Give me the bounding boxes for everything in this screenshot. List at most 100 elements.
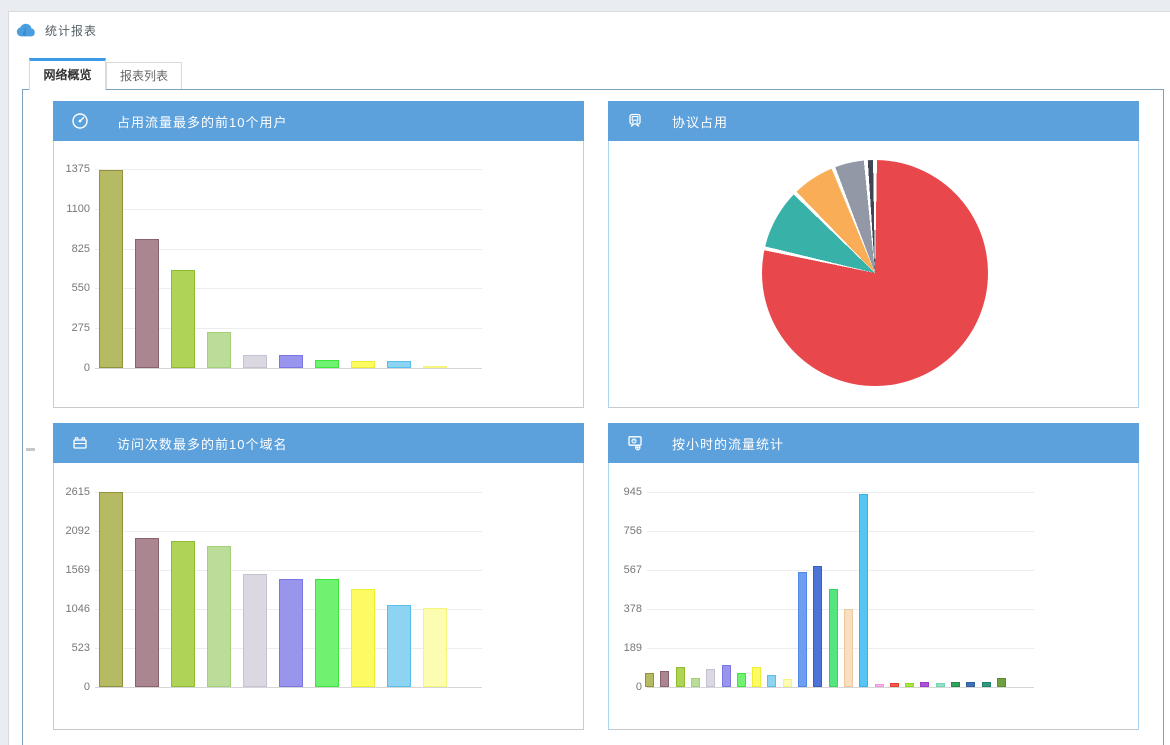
panel-protocol-usage-header: 协议占用 <box>608 101 1139 141</box>
y-tick-label: 523 <box>71 642 90 654</box>
y-tick-label: 1569 <box>65 564 90 576</box>
bar <box>843 609 853 687</box>
gridline <box>647 648 1034 649</box>
y-tick-label: 567 <box>623 564 642 576</box>
bar <box>423 365 447 368</box>
panel-title: 访问次数最多的前10个域名 <box>117 436 288 452</box>
bar <box>767 675 777 687</box>
bar <box>889 682 899 687</box>
gridline <box>647 492 1034 493</box>
panel-hourly-traffic-body: 0 189 378 567 756 945 <box>608 463 1139 730</box>
gridline <box>95 687 482 688</box>
panel-protocol-usage-body <box>608 141 1139 408</box>
panel-hourly-traffic-header: 按小时的流量统计 <box>608 423 1139 463</box>
gridline <box>95 288 482 290</box>
bar <box>207 331 231 368</box>
gridline <box>647 570 1034 571</box>
briefcase-icon <box>73 437 87 449</box>
bar <box>813 566 823 687</box>
bar <box>905 682 915 687</box>
monitor-gear-icon <box>628 436 642 451</box>
bar <box>675 667 685 687</box>
panel-top-users: 占用流量最多的前10个用户 0 275 550 825 1100 1375 <box>53 101 584 408</box>
panel-title: 占用流量最多的前10个用户 <box>117 114 288 130</box>
bar <box>981 681 991 687</box>
y-tick-label: 189 <box>623 642 642 654</box>
bar <box>243 355 267 368</box>
bar <box>423 608 447 687</box>
bar <box>243 573 267 687</box>
bar <box>752 667 762 687</box>
bar <box>315 360 339 368</box>
device-icon <box>629 113 641 127</box>
gridline <box>95 368 482 369</box>
tab-report-list[interactable]: 报表列表 <box>106 62 182 90</box>
bar <box>966 681 976 687</box>
bar <box>351 588 375 687</box>
hourly-traffic-bar-chart: 0 189 378 567 756 945 <box>609 463 1138 729</box>
bar <box>645 673 654 687</box>
bar <box>736 673 746 687</box>
y-tick-label: 2615 <box>65 486 90 498</box>
tab-network-overview[interactable]: 网络概览 <box>29 58 106 90</box>
bar <box>828 589 838 687</box>
bar <box>99 492 123 687</box>
bar <box>351 361 375 368</box>
bar <box>721 664 731 687</box>
collapse-handle[interactable] <box>26 448 35 451</box>
bar <box>135 239 159 368</box>
gauge-icon <box>72 113 88 129</box>
panel-title: 按小时的流量统计 <box>672 436 785 452</box>
y-tick-label: 0 <box>83 362 90 374</box>
gridline <box>647 687 1034 688</box>
page-header: 统计报表 <box>13 17 97 43</box>
panel-hourly-traffic: 按小时的流量统计 0 189 378 567 756 945 <box>608 423 1139 730</box>
gridline <box>647 609 1034 610</box>
bar <box>171 541 195 687</box>
y-tick-label: 1046 <box>65 603 90 615</box>
panel-top-domains: 访问次数最多的前10个域名 0 523 1046 1569 2092 2615 <box>53 423 584 730</box>
bar <box>798 572 807 687</box>
bar <box>99 169 123 368</box>
y-tick-label: 0 <box>83 681 90 693</box>
bar <box>935 682 945 687</box>
bar <box>660 671 670 687</box>
y-tick-label: 550 <box>71 282 90 295</box>
bar <box>859 494 869 687</box>
bar <box>690 677 700 687</box>
gridline <box>647 531 1034 532</box>
gridline <box>95 169 482 170</box>
pie <box>762 160 988 386</box>
bar <box>279 355 303 368</box>
protocol-usage-pie-chart <box>609 141 1138 407</box>
top-domains-bar-chart: 0 523 1046 1569 2092 2615 <box>54 463 583 729</box>
bar <box>996 678 1006 687</box>
bar <box>920 681 930 687</box>
gridline <box>95 570 482 571</box>
y-tick-label: 1375 <box>65 163 90 175</box>
gridline <box>95 531 482 532</box>
y-tick-label: 1100 <box>66 202 90 215</box>
bar <box>207 546 231 687</box>
bar <box>171 269 195 368</box>
y-tick-label: 0 <box>635 681 642 693</box>
bar <box>782 679 792 687</box>
page-title: 统计报表 <box>45 23 98 38</box>
bar <box>874 683 884 687</box>
main-card: 统计报表 网络概览 报表列表 占用流量最多的前10个用户 0 275 550 825 1… <box>8 11 1170 745</box>
bar <box>387 605 411 687</box>
y-tick-label: 756 <box>623 525 642 537</box>
panel-top-users-body: 0 275 550 825 1100 1375 <box>53 141 584 408</box>
gridline <box>95 248 482 250</box>
y-tick-label: 275 <box>71 322 90 335</box>
gridline <box>95 328 482 330</box>
panel-top-domains-body: 0 523 1046 1569 2092 2615 <box>53 463 584 730</box>
bar <box>135 537 159 687</box>
bar <box>387 361 411 368</box>
panel-protocol-usage: 协议占用 <box>608 101 1139 408</box>
bar <box>706 669 716 687</box>
panel-top-domains-header: 访问次数最多的前10个域名 <box>53 423 584 463</box>
bar <box>315 578 339 687</box>
gridline <box>95 208 482 210</box>
top-users-bar-chart: 0 275 550 825 1100 1375 <box>54 141 583 407</box>
